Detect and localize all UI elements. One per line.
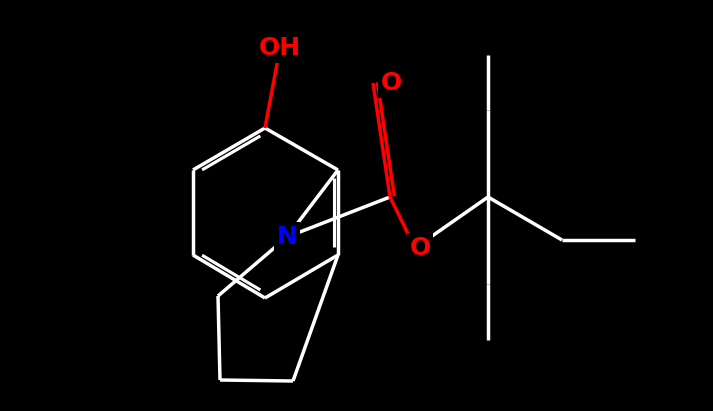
Text: OH: OH [259,36,301,60]
Text: O: O [409,236,431,260]
Text: N: N [277,225,297,249]
Text: O: O [380,71,401,95]
